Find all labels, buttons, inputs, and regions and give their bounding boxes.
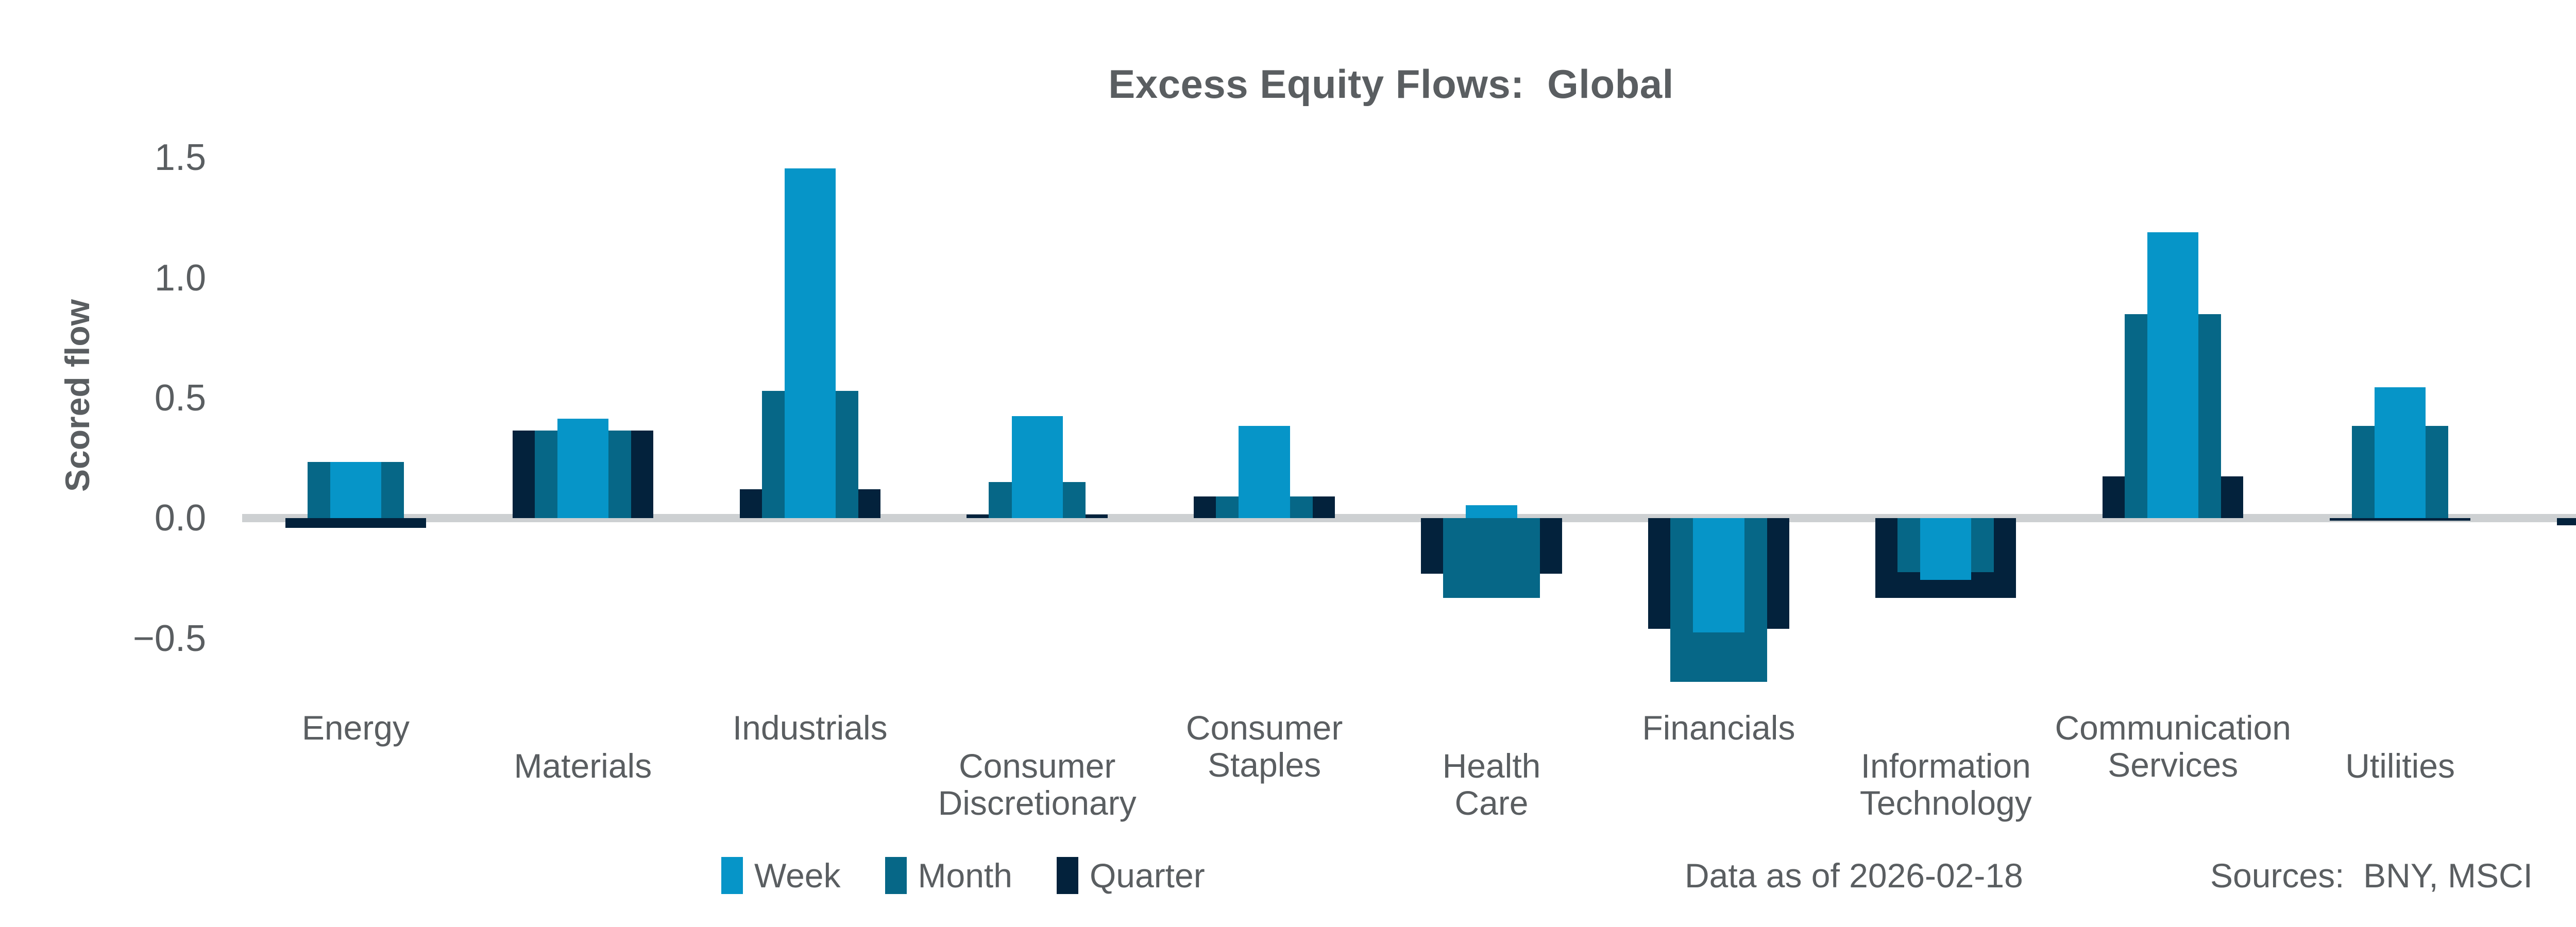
legend-label: Week (754, 856, 841, 895)
bar-week[interactable] (1466, 505, 1517, 519)
bar-group (2059, 129, 2286, 711)
data-as-of-note: Data as of 2026-02-18 (1685, 856, 2023, 895)
chart-title: Excess Equity Flows: Global (1108, 61, 1674, 107)
x-tick-label: Financials (1642, 709, 1795, 747)
bar-week[interactable] (1693, 518, 1744, 633)
bar-week[interactable] (557, 418, 608, 519)
bar-quarter[interactable] (2556, 518, 2576, 526)
y-tick-label: 0.0 (154, 497, 206, 539)
bar-week[interactable] (2147, 232, 2199, 519)
x-tick-label: Materials (514, 747, 652, 785)
legend-item-quarter[interactable]: Quarter (1056, 856, 1205, 895)
y-tick-label: 1.0 (154, 257, 206, 299)
bar-group (242, 129, 469, 711)
bar-group (469, 129, 697, 711)
legend-swatch-icon (885, 857, 907, 894)
bar-group (697, 129, 924, 711)
x-tick-label: Information Technology (1859, 747, 2032, 822)
bar-week[interactable] (784, 168, 836, 519)
y-tick-label: 0.5 (154, 377, 206, 419)
legend-item-month[interactable]: Month (885, 856, 1012, 895)
bar-week[interactable] (1239, 425, 1290, 519)
x-tick-label: Energy (301, 709, 410, 747)
bar-group (1832, 129, 2059, 711)
bar-group (1605, 129, 1832, 711)
bar-quarter[interactable] (2329, 518, 2471, 521)
legend-item-week[interactable]: Week (721, 856, 841, 895)
x-tick-label: Utilities (2345, 747, 2455, 785)
x-tick-label: Real Estate (2480, 710, 2576, 784)
x-tick-label: Consumer Discretionary (938, 747, 1137, 822)
y-tick-label: −0.5 (132, 617, 206, 659)
x-tick-label: Consumer Staples (1185, 709, 1343, 784)
bar-week[interactable] (1011, 416, 1063, 519)
bar-group (924, 129, 1151, 711)
legend-label: Quarter (1089, 856, 1205, 895)
x-tick-label: Industrials (732, 709, 888, 747)
bar-week[interactable] (1920, 518, 1972, 580)
legend-swatch-icon (1056, 857, 1078, 894)
bar-group (2514, 129, 2576, 711)
y-tick-label: 1.5 (154, 137, 206, 179)
bar-group (1151, 129, 1378, 711)
legend-label: Month (918, 856, 1012, 895)
x-tick-label: Communication Services (2055, 709, 2291, 784)
x-tick-label: Health Care (1442, 747, 1541, 822)
plot-area (242, 129, 2576, 711)
bar-week[interactable] (330, 461, 382, 519)
bar-week[interactable] (2375, 387, 2426, 519)
bar-group (1378, 129, 1605, 711)
bar-group (2286, 129, 2514, 711)
bar-month[interactable] (1443, 518, 1540, 598)
legend-swatch-icon (721, 857, 743, 894)
chart-legend: Week Month Quarter (721, 852, 1205, 899)
sources-note: Sources: BNY, MSCI (2210, 856, 2533, 895)
bar-quarter[interactable] (285, 518, 427, 528)
